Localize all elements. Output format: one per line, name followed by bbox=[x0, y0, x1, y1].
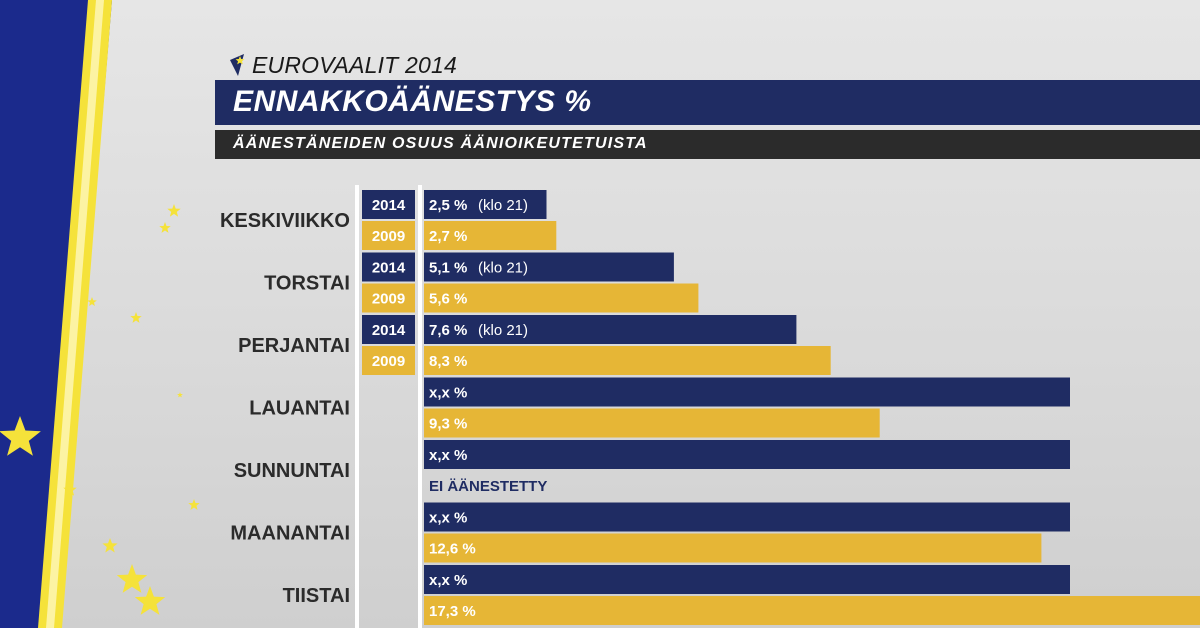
star-icon bbox=[102, 538, 118, 553]
category-label: TORSTAI bbox=[264, 273, 350, 295]
bar-2014-note: (klo 21) bbox=[478, 260, 528, 277]
bar-2009 bbox=[424, 346, 831, 375]
bar-2014-note: (klo 21) bbox=[478, 322, 528, 339]
bar-2009 bbox=[424, 221, 557, 250]
star-icon bbox=[188, 499, 200, 510]
category-label: MAANANTAI bbox=[230, 523, 350, 545]
star-icon bbox=[116, 564, 148, 593]
star-icon bbox=[63, 483, 77, 496]
brand: EUROVAALIT 2014 bbox=[228, 50, 457, 80]
year-tag-label: 2009 bbox=[372, 353, 405, 370]
title-bar: ENNAKKOÄÄNESTYS % bbox=[215, 80, 1200, 125]
year-tag-2014 bbox=[362, 252, 415, 282]
bar-2014-label: 5,1 % bbox=[429, 260, 467, 277]
category-label: SUNNUNTAI bbox=[234, 460, 350, 482]
bar-2009 bbox=[424, 596, 1200, 625]
year-tag-label: 2014 bbox=[372, 260, 406, 277]
eu-star-logo-icon bbox=[230, 54, 245, 76]
bar-2009 bbox=[424, 283, 699, 313]
year-tag-2009 bbox=[362, 283, 415, 313]
divider-line bbox=[418, 185, 422, 628]
light-streak bbox=[46, 0, 104, 628]
bar-2014 bbox=[424, 440, 1070, 469]
bar-2014 bbox=[424, 502, 1070, 532]
bar-2014 bbox=[424, 377, 1070, 407]
year-tag-2009 bbox=[362, 221, 415, 250]
category-label: KESKIVIIKKO bbox=[220, 210, 350, 232]
bar-2009 bbox=[424, 408, 880, 438]
bar-2009 bbox=[424, 533, 1042, 563]
bar-2009-label: 12,6 % bbox=[429, 541, 476, 558]
bar-2009-note: EI ÄÄNESTETTY bbox=[429, 478, 547, 495]
bar-2014 bbox=[424, 565, 1070, 594]
year-tag-label: 2014 bbox=[372, 197, 406, 214]
bar-2014 bbox=[424, 315, 797, 344]
category-label: LAUANTAI bbox=[249, 398, 350, 420]
star-icon bbox=[87, 297, 97, 306]
decorative-side-panel bbox=[0, 0, 200, 628]
brand-label: EUROVAALIT 2014 bbox=[252, 51, 457, 78]
subtitle-bar: ÄÄNESTÄNEIDEN OSUUS ÄÄNIOIKEUTETUISTA bbox=[215, 130, 1200, 159]
page-subtitle: ÄÄNESTÄNEIDEN OSUUS ÄÄNIOIKEUTETUISTA bbox=[233, 135, 648, 152]
year-tag-2014 bbox=[362, 190, 415, 219]
star-icon bbox=[177, 392, 183, 398]
bar-2014-label: x,x % bbox=[429, 510, 467, 527]
year-tag-2014 bbox=[362, 315, 415, 344]
category-label: PERJANTAI bbox=[238, 335, 350, 357]
bar-2009-label: 5,6 % bbox=[429, 291, 467, 308]
bar-2009-label: 17,3 % bbox=[429, 603, 476, 620]
divider-line bbox=[355, 185, 359, 628]
year-tag-2009 bbox=[362, 346, 415, 375]
star-icon bbox=[159, 222, 171, 233]
star-icon bbox=[130, 312, 142, 323]
year-tag-label: 2009 bbox=[372, 228, 405, 245]
bar-2014-note: (klo 21) bbox=[478, 197, 528, 214]
bar-2014-label: x,x % bbox=[429, 447, 467, 464]
bar-2014-label: 2,5 % bbox=[429, 197, 467, 214]
bar-2014 bbox=[424, 190, 547, 219]
star-icon bbox=[134, 586, 166, 615]
bar-2014 bbox=[424, 252, 674, 282]
bar-2009-label: 9,3 % bbox=[429, 416, 467, 433]
bar-2014-label: x,x % bbox=[429, 385, 467, 402]
bar-2009-label: 2,7 % bbox=[429, 228, 467, 245]
bar-2014-label: x,x % bbox=[429, 572, 467, 589]
bar-2009-label: 8,3 % bbox=[429, 353, 467, 370]
star-icon bbox=[0, 416, 41, 456]
bar-2014-label: 7,6 % bbox=[429, 322, 467, 339]
year-tag-label: 2014 bbox=[372, 322, 406, 339]
page-title: ENNAKKOÄÄNESTYS % bbox=[233, 85, 592, 118]
category-label: TIISTAI bbox=[283, 585, 350, 607]
star-icon bbox=[167, 204, 181, 217]
year-tag-label: 2009 bbox=[372, 291, 405, 308]
